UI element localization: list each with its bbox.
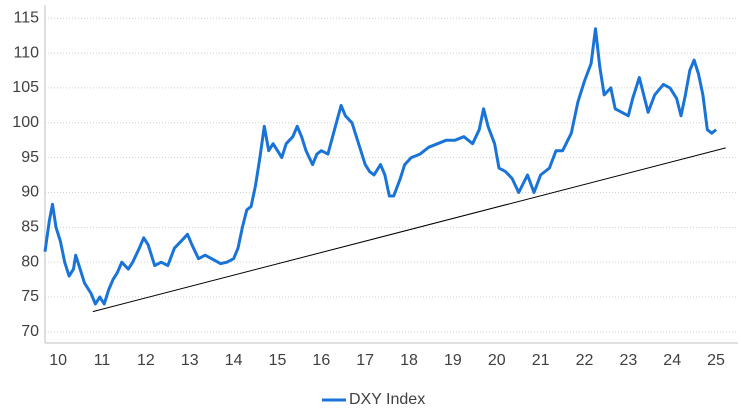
y-tick-label: 85: [21, 219, 39, 236]
y-tick-label: 80: [21, 253, 39, 270]
x-tick-label: 10: [49, 352, 67, 369]
trend-line: [92, 147, 726, 313]
data-line: [43, 27, 718, 306]
x-tick-label: 18: [400, 352, 418, 369]
x-tick-label: 19: [444, 352, 462, 369]
x-tick-label: 23: [619, 352, 637, 369]
x-tick-label: 14: [225, 352, 243, 369]
y-tick-label: 110: [13, 44, 39, 61]
x-tick-label: 21: [532, 352, 550, 369]
y-tick-label: 100: [12, 114, 39, 131]
legend-label: DXY Index: [349, 391, 425, 408]
x-tick-label: 13: [181, 352, 199, 369]
x-tick-label: 22: [576, 352, 594, 369]
x-tick-label: 12: [137, 352, 155, 369]
y-tick-label: 75: [21, 288, 39, 305]
x-tick-label: 20: [488, 352, 506, 369]
y-tick-label: 105: [12, 79, 39, 96]
x-tick-label: 16: [312, 352, 330, 369]
x-tick-label: 17: [356, 352, 374, 369]
y-tick-label: 90: [21, 184, 39, 201]
x-tick-label: 25: [707, 352, 725, 369]
y-tick-label: 70: [21, 323, 39, 340]
y-tick-label: 95: [21, 149, 39, 166]
x-tick-label: 11: [94, 352, 111, 369]
y-tick-label: 115: [13, 9, 39, 26]
x-tick-label: 24: [663, 352, 681, 369]
x-tick-label: 15: [269, 352, 287, 369]
